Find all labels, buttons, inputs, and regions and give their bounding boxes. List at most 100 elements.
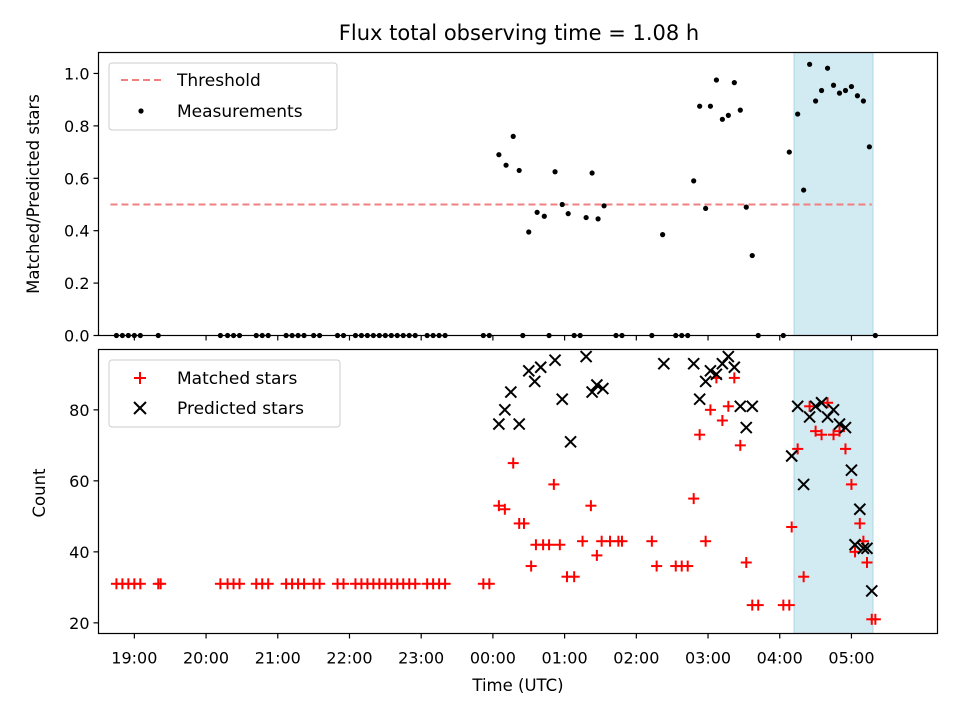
measurement-point — [737, 107, 743, 113]
matched-star-point — [591, 549, 603, 561]
predicted-star-point — [548, 353, 562, 367]
measurement-point — [824, 65, 831, 71]
y-tick-label: 20 — [69, 614, 89, 633]
legend-predicted-label: Predicted stars — [177, 399, 304, 419]
predicted-star-point — [504, 385, 518, 399]
matched-star-point — [854, 517, 866, 529]
matched-star-point — [798, 571, 810, 583]
top-axes-frame — [97, 51, 939, 337]
matched-star-point — [548, 478, 560, 490]
matched-star-point — [483, 578, 495, 590]
y-tick-label: 80 — [69, 401, 89, 420]
predicted-star-point — [556, 392, 569, 406]
predicted-star-point — [492, 417, 506, 431]
y-tick-label: 1.0 — [64, 64, 89, 83]
matched-star-point — [439, 578, 451, 590]
matched-star-point — [499, 503, 511, 515]
x-tick-label: 21:00 — [255, 649, 301, 668]
measurement-point — [565, 211, 571, 217]
y-tick-label: 0.2 — [64, 274, 89, 293]
measurement-point — [830, 82, 837, 88]
matched-star-point — [688, 493, 700, 505]
measurement-point — [541, 213, 547, 219]
predicted-star-point — [827, 403, 840, 417]
measurement-point — [660, 232, 666, 238]
measurement-point — [801, 187, 807, 193]
predicted-star-point — [699, 375, 712, 388]
top-y-ticks: 0.0 0.2 0.4 0.6 0.8 1.0 — [64, 64, 99, 346]
measurement-point — [860, 98, 867, 104]
measurement-point — [812, 98, 819, 104]
bottom-legend: Matched stars Predicted stars — [108, 359, 341, 428]
highlight-span-rect — [793, 349, 874, 634]
measurement-point — [836, 90, 843, 96]
legend-matched-swatch — [134, 372, 146, 384]
matched-star-point — [804, 400, 816, 412]
matched-star-point — [577, 535, 589, 547]
predicted-star-point — [498, 403, 512, 417]
predicted-star-point — [746, 400, 759, 413]
predicted-star-point — [740, 421, 753, 434]
matched-star-point — [568, 571, 580, 583]
predicted-star-point — [797, 478, 810, 491]
predicted-star-point — [534, 361, 547, 374]
predicted-star-point — [512, 417, 526, 431]
measurement-point — [496, 152, 502, 158]
predicted-star-point — [853, 503, 867, 516]
matched-star-point — [616, 535, 628, 547]
x-axis-label: Time (UTC) — [471, 676, 563, 695]
predicted-star-point — [585, 385, 599, 399]
matched-star-point — [728, 372, 740, 384]
measurement-point — [503, 162, 509, 168]
chart-title: Flux total observing time = 1.08 h — [339, 21, 699, 45]
x-tick-label: 03:00 — [685, 649, 731, 668]
y-tick-label: 0.4 — [64, 222, 89, 241]
measurement-point — [848, 83, 855, 90]
y-tick-label: 40 — [69, 543, 89, 562]
bottom-y-ticks: 20 40 60 80 — [69, 401, 99, 633]
predicted-star-point — [522, 364, 535, 378]
x-tick-label: 19:00 — [111, 649, 157, 668]
measurement-point — [842, 87, 849, 94]
x-tick-label: 22:00 — [326, 649, 372, 668]
matched-star-point — [651, 560, 663, 572]
x-tick-label: 02:00 — [613, 649, 659, 668]
matched-star-point — [234, 578, 246, 590]
matched-star-point — [262, 578, 274, 590]
predicted-star-point — [704, 364, 717, 378]
measurement-point — [534, 209, 540, 215]
matched-star-point — [734, 439, 746, 451]
predicted-star-point — [687, 357, 700, 370]
predicted-star-point — [815, 396, 828, 409]
matched-star-point — [646, 535, 658, 547]
predicted-star-point — [657, 357, 671, 370]
predicted-star-point — [596, 382, 610, 395]
matched-star-point — [585, 500, 597, 512]
measurement-point — [703, 205, 709, 212]
matched-star-point — [783, 599, 795, 611]
measurement-point — [516, 167, 522, 174]
matched-star-point — [700, 535, 712, 547]
measurement-point — [719, 116, 725, 122]
x-tick-label: 20:00 — [183, 649, 229, 668]
measurement-point — [526, 229, 532, 235]
measurement-point — [731, 80, 737, 86]
matched-star-point — [740, 557, 752, 568]
legend-predicted-swatch — [133, 401, 147, 415]
bottom-y-axis-label: Count — [30, 468, 49, 518]
legend-measurements-label: Measurements — [177, 102, 303, 122]
matched-star-point — [518, 517, 530, 529]
measurement-point — [601, 203, 607, 209]
matched-star-point — [493, 500, 505, 512]
legend-threshold-label: Threshold — [176, 71, 261, 91]
measurement-point — [559, 201, 565, 208]
measurement-point — [866, 144, 872, 150]
measurement-point — [795, 111, 801, 117]
matched-star-point — [792, 443, 804, 455]
predicted-stars-points — [492, 350, 878, 598]
predicted-star-point — [833, 417, 846, 431]
matched-star-point — [314, 578, 326, 590]
matched-star-point — [155, 578, 167, 590]
matched-star-point — [704, 404, 716, 416]
